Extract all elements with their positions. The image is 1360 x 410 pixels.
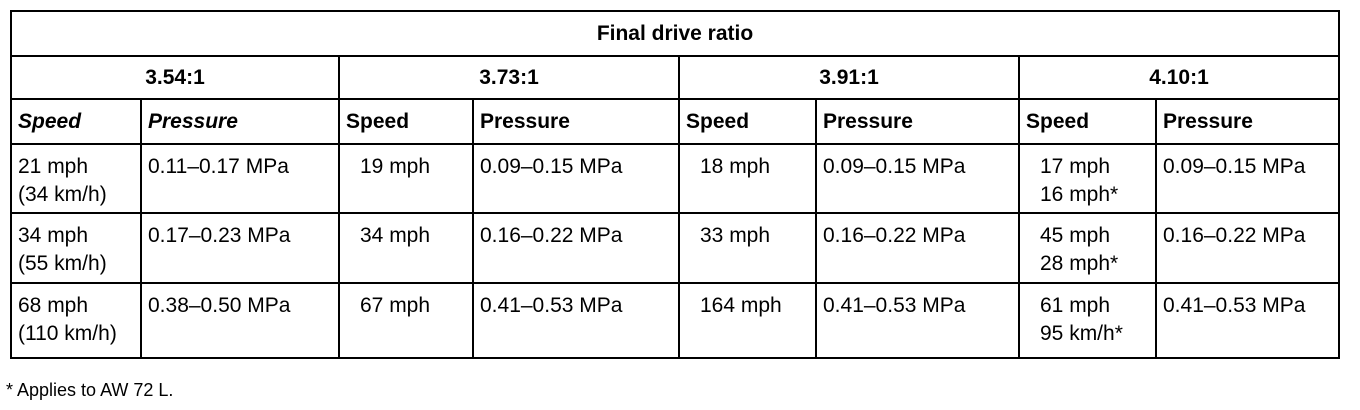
data-cell: 0.16–0.22 MPa	[815, 212, 1020, 284]
data-cell: 0.09–0.15 MPa	[472, 143, 680, 214]
ratio-header: 3.91:1	[678, 55, 1020, 100]
data-cell: 0.16–0.22 MPa	[472, 212, 680, 284]
cell-line: (55 km/h)	[18, 252, 107, 275]
column-header: Pressure	[140, 98, 340, 145]
data-cell: 33 mph	[678, 212, 817, 284]
cell-line: 18 mph	[700, 155, 771, 178]
cell-line: 68 mph	[18, 294, 89, 317]
cell-line: 45 mph	[1040, 224, 1111, 247]
column-header: Speed	[1018, 98, 1157, 145]
cell-line: 0.09–0.15 MPa	[823, 155, 966, 178]
data-cell: 0.09–0.15 MPa	[1155, 143, 1340, 214]
data-cell: 45 mph 28 mph*	[1018, 212, 1157, 284]
cell-line: 0.38–0.50 MPa	[148, 294, 291, 317]
data-cell: 17 mph 16 mph*	[1018, 143, 1157, 214]
data-cell: 0.16–0.22 MPa	[1155, 212, 1340, 284]
cell-line: 0.17–0.23 MPa	[148, 224, 291, 247]
cell-line: 0.16–0.22 MPa	[823, 224, 966, 247]
data-cell: 0.17–0.23 MPa	[140, 212, 340, 284]
data-cell: 0.38–0.50 MPa	[140, 282, 340, 359]
cell-line: 61 mph	[1040, 294, 1111, 317]
cell-line: 0.16–0.22 MPa	[480, 224, 623, 247]
cell-line: 34 mph	[360, 224, 431, 247]
cell-line: 95 km/h*	[1040, 322, 1123, 345]
cell-line: (34 km/h)	[18, 183, 107, 206]
data-cell: 0.41–0.53 MPa	[815, 282, 1020, 359]
data-row: 21 mph (34 km/h) 0.11–0.17 MPa 19 mph 0.09–0…	[10, 143, 1340, 214]
cell-line: 0.11–0.17 MPa	[148, 155, 289, 178]
data-cell: 0.11–0.17 MPa	[140, 143, 340, 214]
ratio-header: 4.10:1	[1018, 55, 1340, 100]
data-cell: 0.41–0.53 MPa	[472, 282, 680, 359]
column-header: Speed	[10, 98, 142, 145]
cell-line: 0.09–0.15 MPa	[1163, 155, 1306, 178]
data-cell: 67 mph	[338, 282, 474, 359]
data-row: 68 mph (110 km/h) 0.38–0.50 MPa 67 mph 0.41–…	[10, 282, 1340, 359]
column-header: Pressure	[815, 98, 1020, 145]
table-title: Final drive ratio	[10, 10, 1340, 57]
data-cell: 34 mph	[338, 212, 474, 284]
data-cell: 0.09–0.15 MPa	[815, 143, 1020, 214]
group-row: 3.54:1 3.73:1 3.91:1 4.10:1	[10, 55, 1340, 100]
subheader-row: Speed Pressure Speed Pressure Speed Pressure S…	[10, 98, 1340, 145]
cell-line: 67 mph	[360, 294, 431, 317]
cell-line: 34 mph	[18, 224, 89, 247]
cell-line: 164 mph	[700, 294, 782, 317]
data-cell: 18 mph	[678, 143, 817, 214]
title-row: Final drive ratio	[10, 10, 1340, 57]
data-cell: 21 mph (34 km/h)	[10, 143, 142, 214]
cell-line: 0.41–0.53 MPa	[480, 294, 623, 317]
column-header: Pressure	[472, 98, 680, 145]
data-cell: 0.41–0.53 MPa	[1155, 282, 1340, 359]
cell-line: 19 mph	[360, 155, 431, 178]
cell-line: 0.41–0.53 MPa	[1163, 294, 1306, 317]
cell-line: 28 mph*	[1040, 252, 1119, 275]
cell-line: 0.41–0.53 MPa	[823, 294, 966, 317]
data-cell: 164 mph	[678, 282, 817, 359]
cell-line: 0.16–0.22 MPa	[1163, 224, 1306, 247]
footnote: * Applies to AW 72 L.	[6, 380, 174, 400]
ratio-header: 3.54:1	[10, 55, 340, 100]
data-cell: 68 mph (110 km/h)	[10, 282, 142, 359]
table-body: 21 mph (34 km/h) 0.11–0.17 MPa 19 mph 0.09–0…	[10, 143, 1340, 359]
cell-line: 17 mph	[1040, 155, 1111, 178]
cell-line: 33 mph	[700, 224, 771, 247]
ratio-header: 3.73:1	[338, 55, 680, 100]
data-cell: 19 mph	[338, 143, 474, 214]
cell-line: (110 km/h)	[18, 322, 117, 345]
cell-line: 0.09–0.15 MPa	[480, 155, 623, 178]
column-header: Speed	[678, 98, 817, 145]
data-cell: 34 mph (55 km/h)	[10, 212, 142, 284]
column-header: Pressure	[1155, 98, 1340, 145]
pressure-table: Final drive ratio 3.54:1 3.73:1 3.91:1 4.10…	[10, 10, 1340, 359]
cell-line: 16 mph*	[1040, 183, 1119, 206]
data-cell: 61 mph 95 km/h*	[1018, 282, 1157, 359]
column-header: Speed	[338, 98, 474, 145]
cell-line: 21 mph	[18, 155, 89, 178]
data-row: 34 mph (55 km/h) 0.17–0.23 MPa 34 mph 0.16–0…	[10, 212, 1340, 284]
